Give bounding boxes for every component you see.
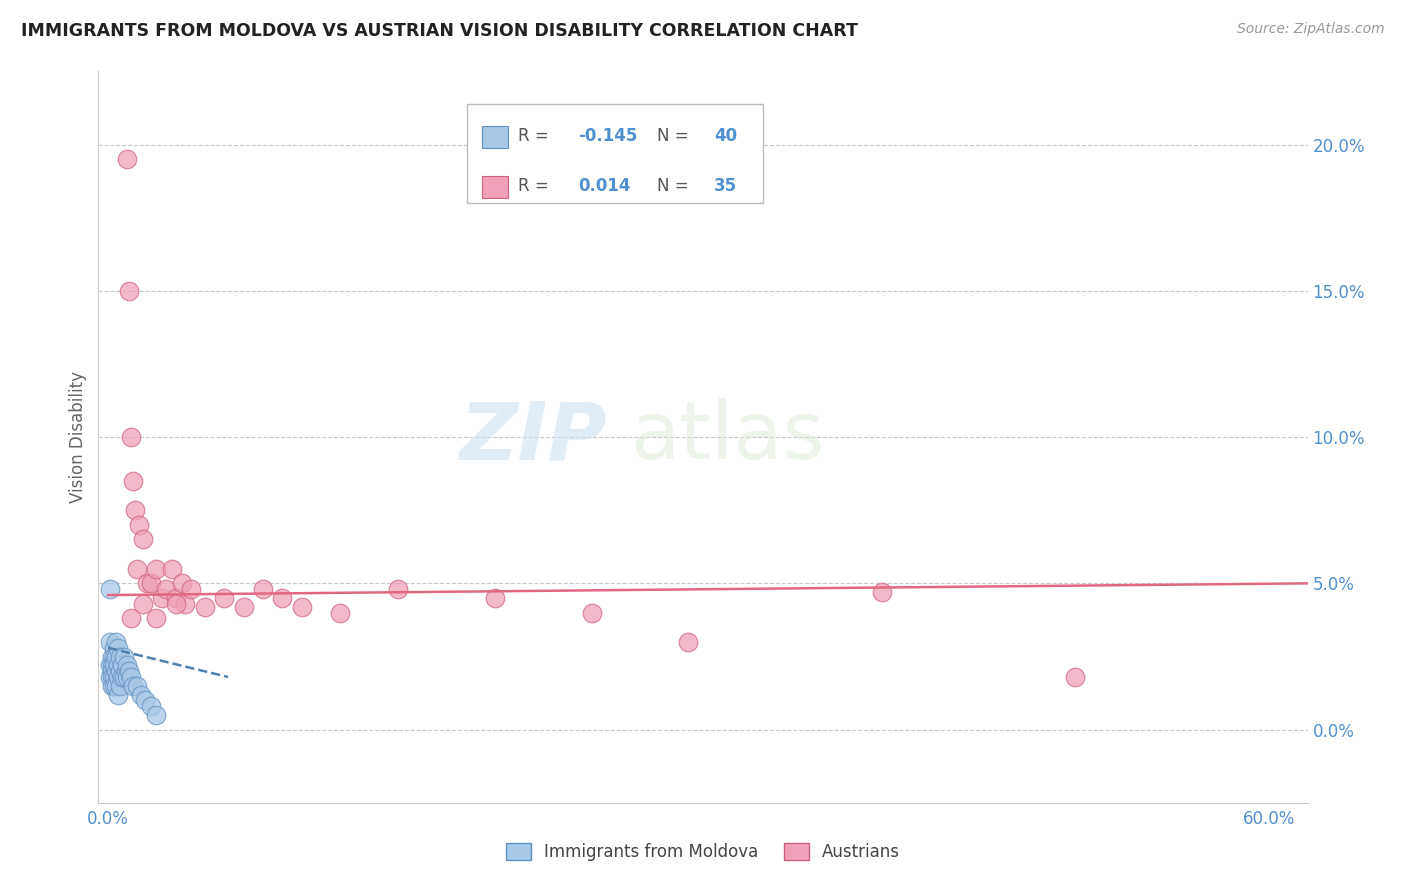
FancyBboxPatch shape xyxy=(467,104,763,203)
Point xyxy=(103,670,125,684)
Point xyxy=(678,635,700,649)
Point xyxy=(132,597,155,611)
Point xyxy=(108,679,131,693)
FancyBboxPatch shape xyxy=(482,176,509,198)
Point xyxy=(120,611,142,625)
Point xyxy=(128,517,150,532)
Point xyxy=(104,649,127,664)
Point xyxy=(120,430,142,444)
Point xyxy=(252,582,274,597)
Point xyxy=(139,576,162,591)
Point xyxy=(111,658,134,673)
Point xyxy=(271,591,294,605)
Point xyxy=(180,582,202,597)
Point xyxy=(581,606,603,620)
Point xyxy=(107,658,129,673)
Point xyxy=(103,658,125,673)
Point xyxy=(114,664,136,678)
Point xyxy=(103,679,125,693)
Point xyxy=(101,649,124,664)
Point xyxy=(484,591,506,605)
Point xyxy=(132,533,155,547)
Point xyxy=(117,658,139,673)
Point xyxy=(127,562,149,576)
Point xyxy=(165,591,187,605)
Legend: Immigrants from Moldova, Austrians: Immigrants from Moldova, Austrians xyxy=(499,836,907,868)
Point xyxy=(107,640,129,655)
Point xyxy=(107,670,129,684)
Point xyxy=(98,670,121,684)
Point xyxy=(165,597,187,611)
Text: N =: N = xyxy=(657,128,695,145)
Point xyxy=(104,664,127,678)
Point xyxy=(120,670,142,684)
Point xyxy=(98,582,121,597)
Point xyxy=(98,635,121,649)
Point xyxy=(387,582,409,597)
Point xyxy=(107,688,129,702)
Point xyxy=(150,591,173,605)
Point xyxy=(290,599,312,614)
Text: -0.145: -0.145 xyxy=(578,128,638,145)
Text: Source: ZipAtlas.com: Source: ZipAtlas.com xyxy=(1237,22,1385,37)
Point xyxy=(104,679,127,693)
Text: ZIP: ZIP xyxy=(458,398,606,476)
Point xyxy=(112,649,135,664)
Text: IMMIGRANTS FROM MOLDOVA VS AUSTRIAN VISION DISABILITY CORRELATION CHART: IMMIGRANTS FROM MOLDOVA VS AUSTRIAN VISI… xyxy=(21,22,858,40)
Point xyxy=(103,649,125,664)
Point xyxy=(117,152,139,166)
Text: 0.014: 0.014 xyxy=(578,178,631,195)
Y-axis label: Vision Disability: Vision Disability xyxy=(69,371,87,503)
Point xyxy=(134,693,156,707)
Point xyxy=(101,670,124,684)
Point xyxy=(98,658,121,673)
Text: atlas: atlas xyxy=(630,398,825,476)
Point xyxy=(129,688,152,702)
Point xyxy=(145,708,167,723)
Point xyxy=(122,679,145,693)
Point xyxy=(108,664,131,678)
Text: N =: N = xyxy=(657,178,695,195)
Point xyxy=(101,658,124,673)
Point xyxy=(160,562,183,576)
Point xyxy=(124,503,146,517)
Point xyxy=(135,576,157,591)
Point xyxy=(1064,670,1087,684)
Point xyxy=(232,599,254,614)
Point xyxy=(139,699,162,714)
Point xyxy=(117,670,139,684)
Text: 35: 35 xyxy=(714,178,737,195)
Point xyxy=(103,640,125,655)
Point xyxy=(170,576,193,591)
Point xyxy=(118,284,141,298)
Point xyxy=(127,679,149,693)
Text: R =: R = xyxy=(517,128,554,145)
FancyBboxPatch shape xyxy=(482,127,509,148)
Point xyxy=(329,606,352,620)
Point xyxy=(155,582,177,597)
Point xyxy=(104,635,127,649)
Point xyxy=(108,649,131,664)
Point xyxy=(101,664,124,678)
Point xyxy=(145,611,167,625)
Point xyxy=(174,597,197,611)
Point xyxy=(112,670,135,684)
Point xyxy=(145,562,167,576)
Point xyxy=(118,664,141,678)
Point xyxy=(194,599,217,614)
Text: 40: 40 xyxy=(714,128,737,145)
Point xyxy=(212,591,235,605)
Point xyxy=(111,670,134,684)
Point xyxy=(101,679,124,693)
Point xyxy=(870,585,893,599)
Point xyxy=(122,474,145,488)
Text: R =: R = xyxy=(517,178,554,195)
